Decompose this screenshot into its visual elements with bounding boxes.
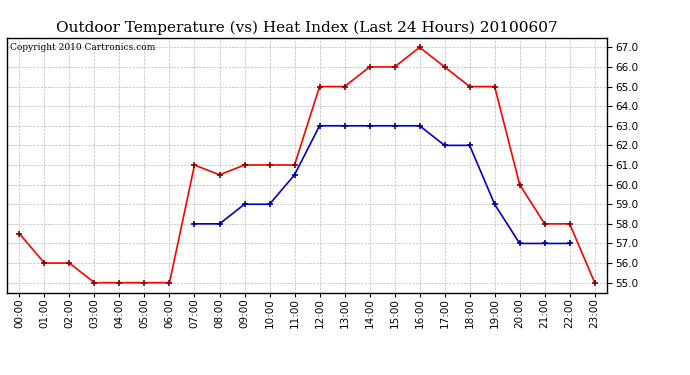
Text: Copyright 2010 Cartronics.com: Copyright 2010 Cartronics.com xyxy=(10,43,155,52)
Title: Outdoor Temperature (vs) Heat Index (Last 24 Hours) 20100607: Outdoor Temperature (vs) Heat Index (Las… xyxy=(57,21,558,35)
